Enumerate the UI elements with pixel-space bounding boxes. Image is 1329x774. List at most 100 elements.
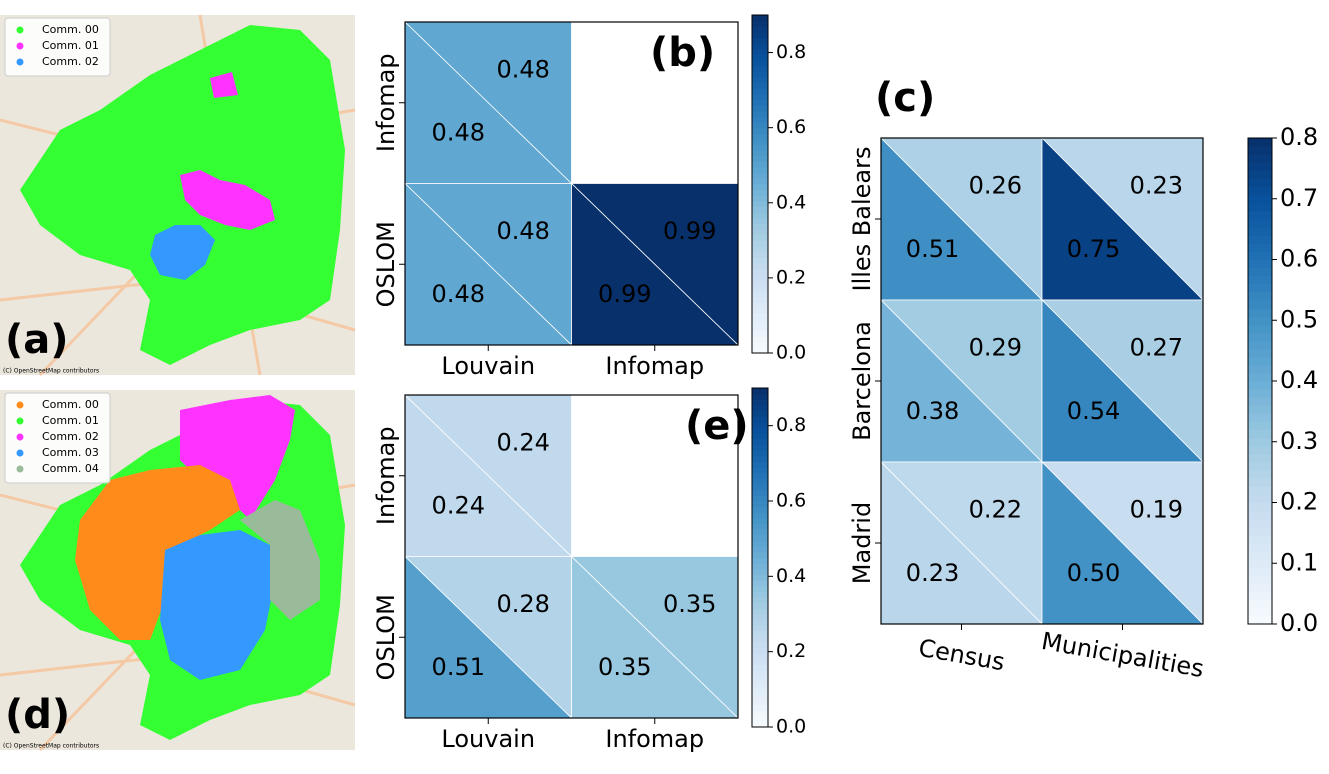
colorbar-segment [1248, 372, 1272, 382]
colorbar-segment [752, 122, 768, 129]
colorbar-segment [752, 110, 768, 117]
legend-label: Comm. 04 [42, 462, 99, 475]
colorbar-segment [752, 26, 768, 33]
colorbar-segment [752, 234, 768, 241]
colorbar-segment [752, 444, 768, 451]
colorbar-segment [1248, 243, 1272, 252]
colorbar-segment [752, 20, 768, 27]
colorbar-tick-label: 0.7 [1280, 184, 1318, 212]
colorbar-segment [752, 512, 768, 519]
colorbar-tick-label: 0.6 [776, 116, 806, 138]
colorbar-segment [752, 647, 768, 655]
colorbar-segment [1248, 235, 1272, 244]
colorbar-segment [1248, 219, 1272, 228]
y-tick-label: Barcelona [848, 321, 876, 441]
colorbar-segment [752, 399, 768, 406]
colorbar-tick-label: 0.4 [776, 565, 806, 587]
region [180, 395, 295, 520]
colorbar-segment [752, 189, 768, 196]
colorbar-segment [752, 99, 768, 106]
colorbar-segment [752, 568, 768, 575]
attribution: (C) OpenStreetMap contributors [3, 743, 99, 750]
colorbar-segment [752, 681, 768, 688]
colorbar-segment [1248, 510, 1272, 520]
colorbar-segment [1248, 607, 1272, 617]
x-tick-label: Louvain [441, 352, 535, 380]
legend-label: Comm. 01 [42, 39, 99, 52]
colorbar-segment [752, 670, 768, 677]
legend-marker [16, 42, 24, 50]
x-tick-label: Municipalities [1039, 627, 1206, 683]
colorbar-segment [1248, 437, 1272, 447]
colorbar-segment [752, 404, 768, 412]
colorbar-segment [1248, 267, 1272, 277]
colorbar-tick-label: 0.2 [1280, 488, 1318, 516]
value-label: 0.27 [1130, 334, 1183, 362]
y-tick-label: OSLOM [372, 594, 400, 680]
colorbar-segment [1248, 389, 1272, 398]
colorbar-segment [752, 619, 768, 626]
region [150, 225, 215, 280]
value-label: 0.23 [1130, 172, 1183, 200]
map-a [0, 14, 356, 377]
colorbar-segment [1248, 470, 1272, 479]
colorbar-segment [752, 161, 768, 168]
colorbar-segment [752, 585, 768, 592]
value-label: 0.23 [906, 559, 959, 587]
colorbar-segment [752, 591, 768, 598]
colorbar-segment [1248, 599, 1272, 609]
value-label: 0.22 [969, 496, 1022, 524]
colorbar-segment [752, 715, 768, 722]
colorbar-segment [752, 421, 768, 429]
value-label: 0.19 [1130, 496, 1183, 524]
colorbar-segment [752, 698, 768, 705]
colorbar-segment [752, 144, 768, 151]
colorbar-segment [1248, 348, 1272, 358]
colorbar-tick-label: 0.2 [776, 640, 806, 662]
value-label: 0.48 [496, 217, 549, 245]
colorbar-segment [752, 54, 768, 61]
x-tick-label: Louvain [441, 725, 535, 753]
colorbar-segment [752, 574, 768, 581]
colorbar-segment [1248, 316, 1272, 325]
colorbar-segment [752, 65, 768, 72]
colorbar-segment [752, 285, 768, 292]
y-tick-label: OSLOM [372, 221, 400, 307]
colorbar-tick-label: 0.4 [1280, 366, 1318, 394]
colorbar-segment [752, 664, 768, 671]
colorbar-segment [1248, 453, 1272, 463]
y-tick-label: Infomap [372, 426, 400, 525]
legend-marker [16, 401, 24, 409]
colorbar-segment [1248, 162, 1272, 171]
colorbar-segment [1248, 340, 1272, 350]
colorbar-tick-label: 0.8 [776, 414, 806, 436]
colorbar-segment [1248, 494, 1272, 503]
colorbar-segment [752, 517, 768, 525]
value-label: 0.50 [1067, 559, 1120, 587]
value-label: 0.51 [432, 653, 485, 681]
colorbar-segment [752, 217, 768, 224]
legend-label: Comm. 00 [42, 398, 99, 411]
panel-label: (d) [5, 692, 70, 738]
colorbar-segment [1248, 445, 1272, 455]
colorbar-segment [752, 212, 768, 219]
colorbar-segment [752, 455, 768, 462]
panel-label: (a) [5, 317, 69, 363]
colorbar-segment [752, 262, 768, 269]
value-label: 0.24 [496, 428, 549, 456]
colorbar-tick-label: 0.1 [1280, 548, 1318, 576]
colorbar-segment [752, 43, 768, 50]
colorbar-segment [1248, 583, 1272, 593]
colorbar-segment [752, 245, 768, 253]
region [210, 72, 238, 98]
colorbar-segment [752, 495, 768, 502]
x-tick-label: Infomap [605, 352, 704, 380]
colorbar-tick-label: 0.8 [776, 41, 806, 63]
colorbar-segment [1248, 559, 1272, 568]
colorbar-segment [752, 150, 768, 157]
colorbar-segment [752, 133, 768, 140]
value-label: 0.99 [663, 217, 716, 245]
colorbar-segment [752, 15, 768, 22]
colorbar-tick-label: 0.6 [1280, 245, 1318, 273]
